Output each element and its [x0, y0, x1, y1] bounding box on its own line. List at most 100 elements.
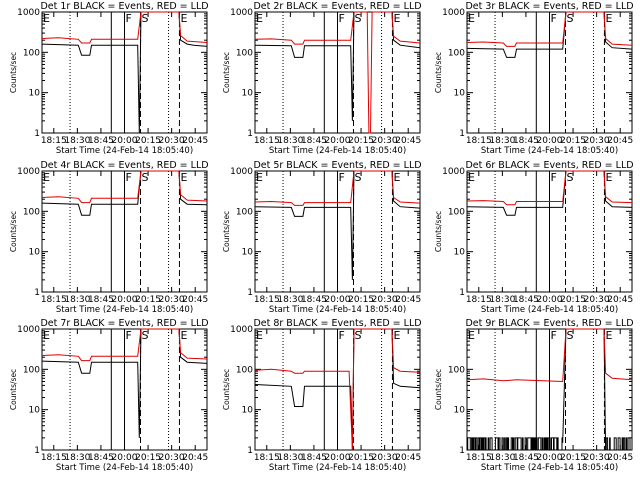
x-tick-label: 18:30	[489, 295, 515, 305]
marker-label-e: E	[180, 329, 187, 342]
marker-label-f: F	[339, 12, 345, 25]
x-tick-label: 20:45	[182, 136, 208, 146]
x-tick-label: 18:30	[489, 453, 515, 463]
x-tick-label: 20:45	[182, 295, 208, 305]
panel-det-4: Det 4r BLACK = Events, RED = LLD 1 10 100 10…	[9, 160, 209, 315]
x-tick-label: 18:45	[88, 295, 114, 305]
y-tick-label: 10	[242, 406, 254, 416]
y-tick-label: 10	[242, 248, 254, 258]
x-tick-label: 20:15	[348, 453, 374, 463]
panel-det-2: Det 2r BLACK = Events, RED = LLD 1 10 100 10…	[222, 1, 422, 156]
panel-title: Det 9r BLACK = Events, RED = LLD	[465, 318, 633, 329]
x-tick-label: 20:30	[372, 295, 398, 305]
panel-det-3: Det 3r BLACK = Events, RED = LLD 1 10 100 10…	[434, 1, 634, 156]
x-tick-label: 20:00	[325, 453, 351, 463]
series-lld	[466, 11, 633, 47]
panel-det-8: Det 8r BLACK = Events, RED = LLD 1 10 100 10…	[222, 318, 422, 473]
x-tick-label: 18:30	[64, 136, 90, 146]
x-axis-label: Start Time (24-Feb-14 18:05:40)	[269, 305, 406, 315]
x-tick-label: 20:00	[325, 136, 351, 146]
x-tick-label: 20:45	[395, 295, 421, 305]
x-axis-label: Start Time (24-Feb-14 18:05:40)	[269, 463, 406, 473]
y-tick-label: 10	[454, 248, 466, 258]
series-events	[41, 11, 208, 134]
panel-title: Det 6r BLACK = Events, RED = LLD	[465, 160, 633, 171]
x-tick-label: 20:00	[537, 136, 563, 146]
y-tick-label: 10	[29, 406, 41, 416]
x-tick-label: 20:45	[607, 453, 633, 463]
marker-label-e: E	[605, 329, 612, 342]
y-axis-label: Counts/sec	[9, 211, 18, 252]
panel-title: Det 2r BLACK = Events, RED = LLD	[253, 1, 421, 12]
x-tick-label: 20:15	[560, 136, 586, 146]
marker-label-s: S	[567, 171, 574, 184]
y-tick-label: 10	[454, 89, 466, 99]
marker-label-s: S	[355, 171, 362, 184]
x-tick-label: 20:15	[135, 295, 161, 305]
marker-label-e: E	[43, 171, 50, 184]
series-events	[466, 11, 633, 58]
x-tick-label: 20:45	[607, 136, 633, 146]
y-tick-label: 1	[247, 129, 253, 139]
marker-label-e: E	[256, 329, 263, 342]
series-lld	[254, 328, 421, 451]
marker-label-e: E	[605, 171, 612, 184]
x-tick-label: 20:00	[112, 295, 138, 305]
marker-label-e: E	[180, 171, 187, 184]
x-tick-label: 20:15	[348, 136, 374, 146]
y-tick-label: 100	[23, 207, 40, 217]
x-tick-label: 18:45	[301, 295, 327, 305]
x-tick-label: 20:30	[372, 136, 398, 146]
x-tick-label: 18:15	[466, 136, 492, 146]
y-axis-label: Counts/sec	[222, 211, 231, 252]
marker-label-f: F	[551, 12, 557, 25]
marker-label-e: E	[43, 12, 50, 25]
y-tick-label: 100	[236, 48, 253, 58]
x-tick-label: 20:00	[537, 453, 563, 463]
x-tick-label: 20:00	[537, 295, 563, 305]
y-tick-label: 10	[29, 248, 41, 258]
y-tick-label: 100	[23, 365, 40, 375]
y-tick-label: 100	[448, 207, 465, 217]
marker-label-e: E	[256, 12, 263, 25]
marker-label-f: F	[126, 12, 132, 25]
panel-title: Det 5r BLACK = Events, RED = LLD	[253, 160, 421, 171]
series-events	[41, 328, 208, 438]
y-tick-label: 1	[247, 446, 253, 456]
y-tick-label: 1	[34, 446, 40, 456]
x-tick-label: 20:15	[135, 453, 161, 463]
marker-label-f: F	[339, 171, 345, 184]
x-tick-label: 18:15	[466, 453, 492, 463]
y-axis-label: Counts/sec	[434, 369, 443, 410]
panel-title: Det 4r BLACK = Events, RED = LLD	[40, 160, 208, 171]
x-tick-label: 20:30	[159, 295, 185, 305]
marker-label-e: E	[393, 329, 400, 342]
series-lld	[41, 11, 208, 44]
y-axis-label: Counts/sec	[222, 369, 231, 410]
x-tick-label: 20:30	[159, 136, 185, 146]
y-tick-label: 1000	[230, 8, 253, 18]
y-tick-label: 100	[236, 365, 253, 375]
x-tick-label: 20:00	[325, 295, 351, 305]
marker-label-e: E	[468, 12, 475, 25]
marker-label-e: E	[605, 12, 612, 25]
x-tick-label: 18:15	[254, 453, 280, 463]
series-events	[41, 170, 208, 216]
series-lld	[466, 170, 633, 206]
x-tick-label: 18:45	[301, 136, 327, 146]
x-tick-label: 20:45	[395, 453, 421, 463]
marker-label-e: E	[468, 329, 475, 342]
panel-title: Det 7r BLACK = Events, RED = LLD	[40, 318, 208, 329]
x-axis-label: Start Time (24-Feb-14 18:05:40)	[481, 146, 618, 156]
x-tick-label: 18:30	[64, 295, 90, 305]
series-lld	[466, 328, 633, 383]
series-events	[254, 11, 421, 121]
x-tick-label: 18:15	[254, 136, 280, 146]
y-tick-label: 1000	[442, 8, 465, 18]
x-tick-label: 18:45	[513, 453, 539, 463]
x-axis-label: Start Time (24-Feb-14 18:05:40)	[56, 305, 193, 315]
marker-label-f: F	[126, 171, 132, 184]
x-tick-label: 18:45	[88, 453, 114, 463]
marker-label-f: F	[551, 171, 557, 184]
marker-label-f: F	[126, 329, 132, 342]
